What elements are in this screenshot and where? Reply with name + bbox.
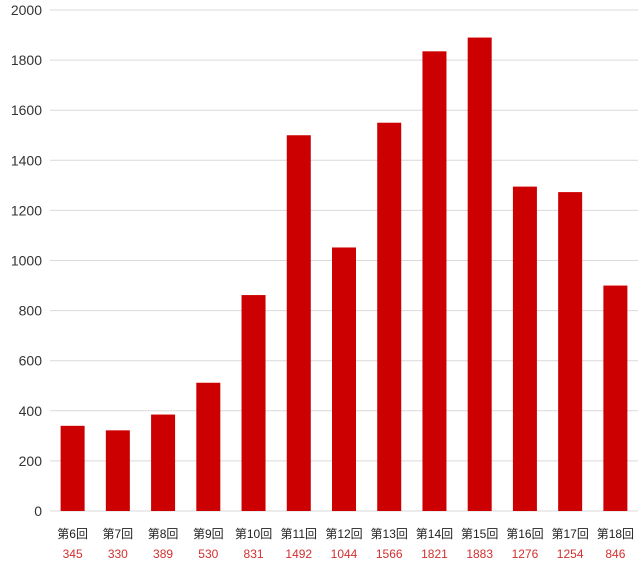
category-label: 第12回: [325, 527, 362, 541]
bar-2: [105, 430, 130, 511]
category-label: 第6回: [57, 527, 88, 541]
data-label: 530: [198, 547, 218, 561]
data-labels: 345 330 389 530 831 1492 1044 1566 1821 1883 1276 1…: [63, 547, 626, 561]
data-label: 1566: [376, 547, 403, 561]
bar-12: [558, 192, 583, 511]
data-label: 1492: [285, 547, 312, 561]
data-label: 1254: [557, 547, 584, 561]
y-tick-label: 1000: [11, 253, 42, 269]
bar-10: [467, 37, 492, 512]
y-tick-label: 800: [19, 303, 43, 319]
data-label: 389: [153, 547, 173, 561]
data-label: 831: [244, 547, 264, 561]
data-label: 330: [108, 547, 128, 561]
y-tick-label: 2000: [11, 2, 42, 18]
data-label: 345: [63, 547, 83, 561]
y-tick-label: 1400: [11, 152, 42, 168]
category-label: 第16回: [506, 527, 543, 541]
category-label: 第11回: [281, 527, 317, 541]
data-label: 1044: [331, 547, 358, 561]
bar-8: [377, 122, 402, 511]
bar-7: [332, 247, 356, 511]
bar-9: [422, 51, 447, 512]
bars: [60, 37, 628, 512]
y-tick-label: 200: [19, 453, 43, 469]
bar-11: [512, 186, 537, 512]
category-label: 第18回: [597, 527, 634, 541]
y-tick-label: 600: [19, 353, 43, 369]
category-label: 第13回: [371, 527, 408, 541]
y-tick-label: 1600: [11, 102, 42, 118]
category-label: 第15回: [461, 527, 498, 541]
y-tick-label: 1800: [11, 52, 42, 68]
bar-5: [241, 295, 266, 511]
category-label: 第14回: [416, 527, 453, 541]
category-label: 第17回: [551, 527, 588, 541]
y-axis-ticks: 0 200 400 600 800 1000 1200 1400 1600 1800 2000: [11, 2, 42, 519]
data-label: 1821: [421, 547, 448, 561]
bar-1: [60, 425, 85, 511]
category-labels: 第6回 第7回 第8回 第9回 第10回 第11回 第12回 第13回 第14回 第15回 第16回…: [57, 527, 634, 541]
category-label: 第9回: [193, 527, 224, 541]
y-tick-label: 400: [19, 403, 43, 419]
data-label: 1276: [512, 547, 539, 561]
category-label: 第10回: [235, 527, 272, 541]
y-tick-label: 0: [34, 503, 42, 519]
y-tick-label: 1200: [11, 202, 42, 218]
data-label: 1883: [466, 547, 493, 561]
bar-13: [603, 285, 628, 511]
category-label: 第7回: [103, 527, 134, 541]
bar-3: [151, 414, 176, 511]
category-label: 第8回: [148, 527, 179, 541]
bar-4: [196, 382, 221, 511]
data-label: 846: [605, 547, 625, 561]
bar-6: [286, 135, 311, 511]
